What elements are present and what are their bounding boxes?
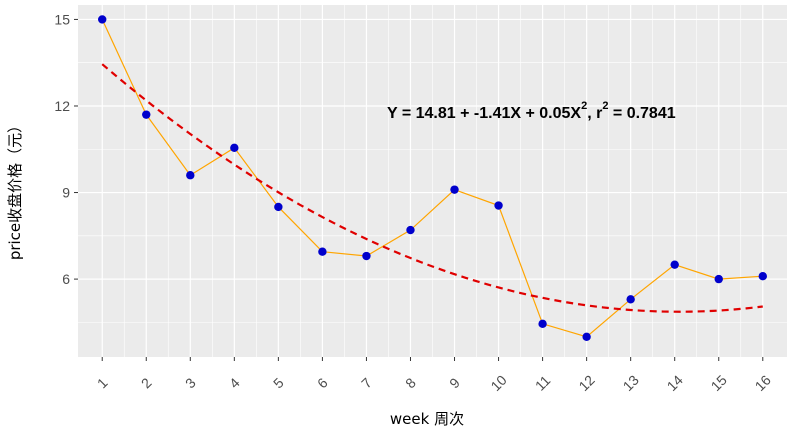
data-point (538, 319, 547, 329)
data-point (318, 247, 327, 256)
series-layer (98, 15, 767, 342)
data-point (406, 225, 415, 235)
x-axis: 1 2 3 4 5 6 7 8 9 10 11 12 13 14 15 16 (94, 357, 774, 394)
x-axis-title: week 周次 (390, 410, 464, 428)
x-tick-label: 8 (402, 374, 419, 391)
data-point (582, 332, 591, 342)
x-tick-label: 11 (532, 372, 554, 394)
data-point (758, 272, 767, 281)
data-point (230, 143, 239, 153)
data-point (714, 274, 723, 284)
y-axis-title: price收盘价格（元） (6, 118, 24, 260)
x-tick-label: 4 (226, 374, 243, 391)
x-tick-label: 14 (664, 372, 686, 394)
regression-equation: Y = 14.81 + -1.41X + 0.05X2, r2 = 0.7841 (387, 100, 676, 122)
data-point (98, 15, 107, 24)
data-point (626, 295, 635, 304)
price-line (101, 19, 763, 338)
x-tick-label: 6 (314, 374, 331, 391)
x-tick-label: 7 (358, 374, 375, 391)
y-tick-label: 12 (54, 98, 70, 114)
grid-minor (78, 5, 787, 357)
regression-fit-line (101, 63, 763, 313)
data-point (670, 260, 679, 269)
y-tick-label: 9 (62, 185, 70, 201)
data-point (450, 185, 459, 194)
y-axis: 6 9 12 15 (54, 11, 78, 287)
data-point (142, 110, 151, 119)
y-tick-label: 15 (54, 11, 70, 27)
x-tick-label: 15 (708, 372, 730, 394)
y-tick-label: 6 (62, 271, 70, 287)
x-tick-label: 1 (94, 374, 111, 391)
data-point (274, 202, 283, 212)
x-tick-label: 9 (446, 374, 463, 391)
x-tick-label: 3 (182, 374, 199, 391)
x-tick-label: 5 (270, 374, 287, 391)
x-tick-label: 2 (138, 374, 155, 391)
x-tick-label: 10 (487, 372, 509, 394)
x-tick-label: 13 (620, 372, 642, 394)
data-point (186, 171, 195, 180)
x-tick-label: 12 (575, 372, 597, 394)
data-point (362, 251, 371, 261)
data-point (494, 201, 503, 210)
x-tick-label: 16 (752, 372, 774, 394)
grid-major (78, 5, 787, 357)
